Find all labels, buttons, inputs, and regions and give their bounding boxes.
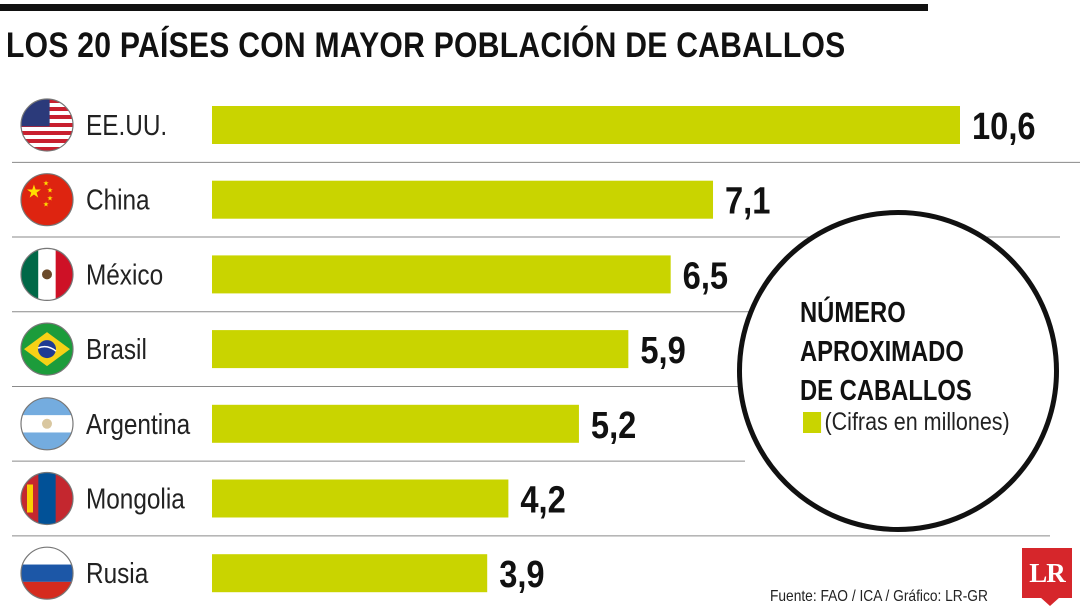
flag-star: ★ [47,195,53,203]
bar [212,330,629,369]
flag-star: ★ [26,182,42,203]
lr-logo-tail [1040,597,1060,606]
bar [212,479,509,518]
russia-flag-icon [21,547,73,600]
flag-border [20,471,74,526]
top-rule [0,4,928,11]
flag-star: ★ [43,201,49,209]
brazil-flag-icon [21,323,73,376]
country-label: Mongolia [86,483,185,515]
flag-border [20,173,74,227]
value-label: 7,1 [725,179,770,222]
flag-star: ★ [43,180,49,188]
legend-heading: NÚMERO APROXIMADO DE CABALLOS [800,294,997,411]
bar [212,554,488,593]
legend-circle [737,210,1059,532]
china-flag-icon: ★ ★★★★ [21,173,73,226]
argentina-flag-icon [21,397,73,450]
flag-border [20,247,74,301]
flag-star: ★ [47,187,53,195]
country-label: EE.UU. [86,109,167,141]
bar [212,255,671,294]
country-label: Brasil [86,333,147,365]
bar [212,404,579,443]
legend-swatch [803,412,822,433]
bar [212,106,960,144]
legend-heading-line: NÚMERO [800,297,906,329]
source-note: Fuente: FAO / ICA / Gráfico: LR-GR [770,588,988,605]
legend-heading-line: APROXIMADO [800,336,964,368]
value-label: 5,9 [640,329,685,372]
country-label: México [86,258,163,290]
country-label: China [86,184,150,216]
flag-border [20,98,74,152]
mexico-flag-icon [21,248,73,301]
chart-title: LOS 20 PAÍSES CON MAYOR POBLACIÓN DE CAB… [6,26,846,65]
value-label: 5,2 [591,403,636,446]
flag-border [20,397,74,451]
value-label: 10,6 [972,105,1036,148]
value-label: 4,2 [520,478,565,521]
lr-logo: LR [1022,548,1072,598]
country-label: Rusia [86,557,148,589]
country-label: Argentina [86,408,190,440]
flag-border [20,546,74,600]
bar [212,180,714,219]
legend-entry: (Cifras en millones) [803,408,1010,437]
legend-entry-label: (Cifras en millones) [824,408,1010,436]
flag-border [20,322,74,376]
value-label: 6,5 [683,254,728,297]
value-label: 3,9 [499,553,544,596]
mongolia-flag-icon [21,472,73,525]
legend-heading-line: DE CABALLOS [800,375,972,407]
